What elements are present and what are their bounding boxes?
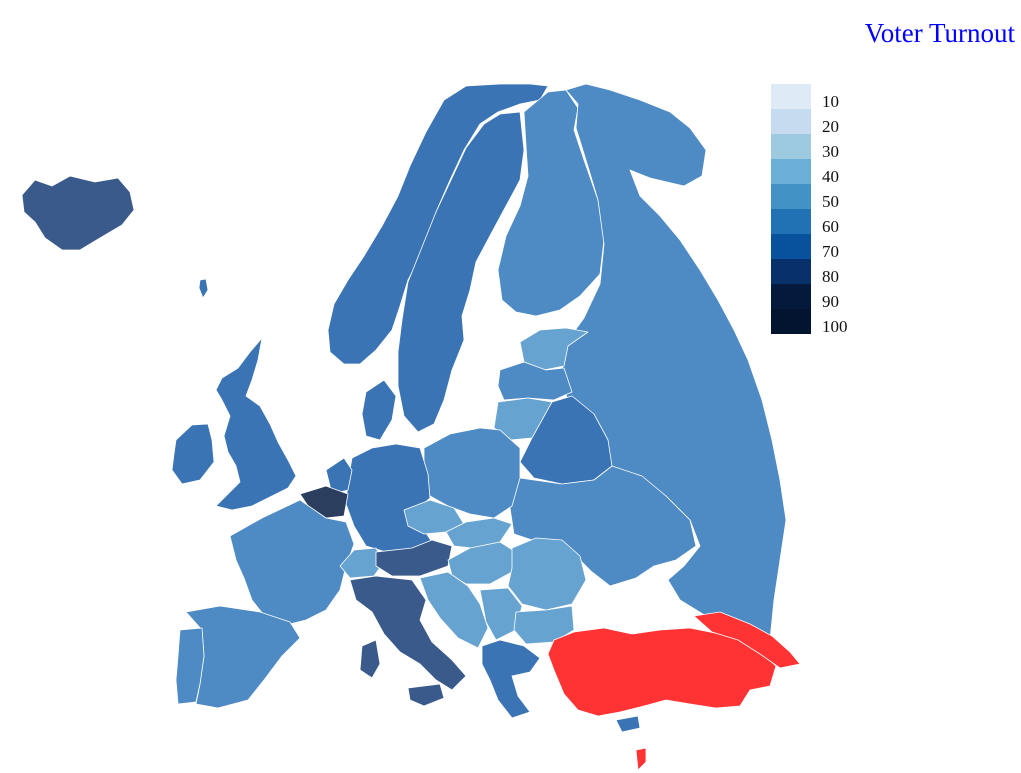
ireland[interactable] xyxy=(171,423,215,485)
map-title: Voter Turnout xyxy=(864,18,1015,48)
legend-swatch xyxy=(771,234,811,259)
turkey[interactable] xyxy=(547,627,777,717)
legend-label: 70 xyxy=(822,242,839,261)
romania[interactable] xyxy=(507,537,587,611)
latvia[interactable] xyxy=(497,361,573,401)
legend-swatch xyxy=(771,134,811,159)
legend-label: 80 xyxy=(822,267,839,286)
legend-swatch xyxy=(771,209,811,234)
legend-label: 50 xyxy=(822,192,839,211)
legend-label: 30 xyxy=(822,142,839,161)
sweden[interactable] xyxy=(397,111,525,433)
malta xyxy=(635,747,647,771)
legend-label: 10 xyxy=(822,92,839,111)
sardinia xyxy=(359,639,381,679)
legend-label: 40 xyxy=(822,167,839,186)
legend-swatch xyxy=(771,159,811,184)
legend-swatch xyxy=(771,184,811,209)
legend-label: 100 xyxy=(822,317,848,336)
legend-swatch xyxy=(771,284,811,309)
hungary[interactable] xyxy=(447,541,517,585)
caucasus[interactable] xyxy=(693,611,801,669)
sicily xyxy=(407,683,445,707)
iceland[interactable] xyxy=(21,175,135,251)
france[interactable] xyxy=(229,499,355,627)
balkans[interactable] xyxy=(419,571,489,649)
united-kingdom[interactable] xyxy=(215,337,297,511)
denmark[interactable] xyxy=(361,379,397,441)
slovakia[interactable] xyxy=(445,517,513,549)
legend-label: 90 xyxy=(822,292,839,311)
legend-swatch xyxy=(771,84,811,109)
legend-label: 20 xyxy=(822,117,839,136)
legend-swatch xyxy=(771,259,811,284)
greece[interactable] xyxy=(481,639,541,719)
italy[interactable] xyxy=(349,575,467,691)
germany[interactable] xyxy=(345,443,433,553)
legend-swatch xyxy=(771,109,811,134)
legend-swatch xyxy=(771,309,811,334)
portugal[interactable] xyxy=(175,627,205,705)
cyprus[interactable] xyxy=(615,715,641,733)
austria[interactable] xyxy=(375,539,453,577)
faroe-islands xyxy=(198,278,209,299)
legend-label: 60 xyxy=(822,217,839,236)
